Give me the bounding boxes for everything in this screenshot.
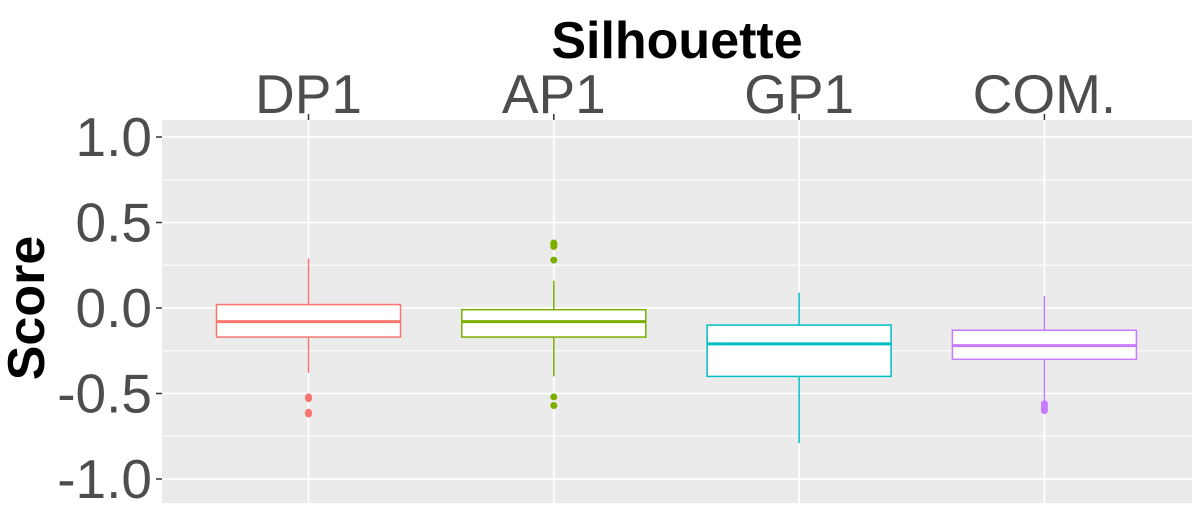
outlier-point — [305, 410, 312, 418]
box-iqr — [706, 324, 892, 378]
boxplot-dp1 — [215, 258, 402, 418]
outlier-point — [550, 256, 558, 264]
y-tick-label: 0.0 — [76, 277, 152, 339]
x-tick-label: DP1 — [255, 63, 362, 125]
boxplot-ap1 — [461, 239, 647, 409]
outlier-point — [550, 239, 558, 247]
boxplot-gp1 — [706, 292, 892, 444]
x-tick-label: AP1 — [502, 63, 606, 125]
y-tick-label: 1.0 — [76, 106, 152, 168]
boxes — [215, 239, 1138, 444]
y-tick-label: 0.5 — [76, 192, 152, 254]
outlier-point — [305, 395, 312, 403]
y-tick-label: -0.5 — [57, 363, 152, 425]
outlier-point — [550, 393, 558, 401]
y-tick-label: -1.0 — [57, 448, 152, 503]
chart-title: Silhouette — [551, 12, 802, 70]
outlier-point — [1040, 407, 1048, 415]
boxplot-com — [951, 296, 1138, 415]
outlier-point — [550, 401, 558, 409]
x-tick-label: COM. — [973, 63, 1117, 125]
y-axis-label: Score — [0, 236, 56, 381]
axes: DP1 AP1 GP1 COM. 1.0 0.5 0.0 -0.5 -1.0 — [57, 63, 1117, 508]
x-tick-label: GP1 — [744, 63, 854, 125]
box-iqr — [461, 308, 647, 338]
